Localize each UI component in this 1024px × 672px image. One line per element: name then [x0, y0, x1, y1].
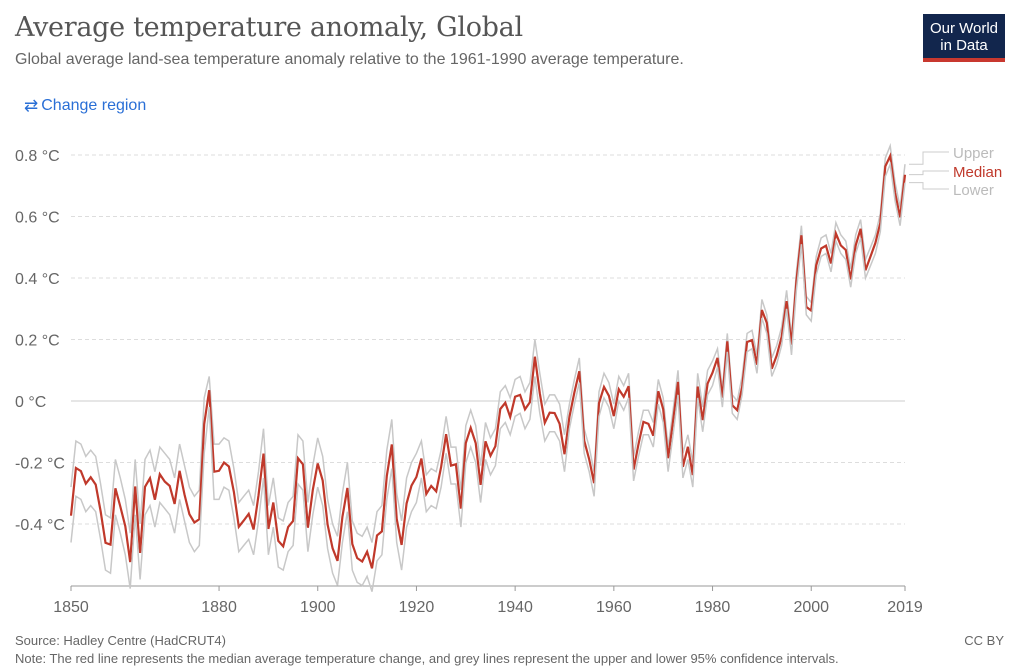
- x-tick-label: 1900: [300, 599, 336, 616]
- legend-label-lower: Lower: [953, 182, 994, 199]
- x-tick-label: 1940: [497, 599, 533, 616]
- owid-logo[interactable]: Our World in Data: [923, 14, 1005, 62]
- x-tick-label: 2000: [793, 599, 829, 616]
- note-text: Note: The red line represents the median…: [15, 651, 839, 666]
- x-tick-label: 1880: [201, 599, 237, 616]
- change-region-label: Change region: [41, 97, 147, 114]
- y-tick-label: 0 °C: [15, 394, 46, 411]
- y-tick-label: 0.6 °C: [15, 210, 60, 227]
- change-region-button[interactable]: ⇄ Change region: [24, 96, 146, 116]
- license-link[interactable]: CC BY: [964, 633, 1004, 648]
- series-line-upper: [70, 142, 906, 543]
- chart-subtitle: Global average land-sea temperature anom…: [15, 51, 684, 68]
- y-tick-label: -0.4 °C: [15, 517, 65, 534]
- series-line-lower: [70, 161, 906, 592]
- series-line-median: [69, 152, 907, 569]
- source-text: Source: Hadley Centre (HadCRUT4): [15, 633, 226, 648]
- y-tick-label: 0.8 °C: [15, 148, 60, 165]
- swap-arrows-icon: ⇄: [24, 96, 39, 115]
- y-tick-label: 0.4 °C: [15, 271, 60, 288]
- legend-label-median: Median: [953, 164, 1002, 181]
- chart-title: Average temperature anomaly, Global: [15, 12, 523, 43]
- x-tick-label: 1920: [399, 599, 435, 616]
- x-tick-label: 1980: [695, 599, 731, 616]
- x-tick-label: 1960: [596, 599, 632, 616]
- legend-label-upper: Upper: [953, 145, 994, 162]
- legend-connector: [909, 170, 949, 176]
- x-tick-label: 1850: [53, 599, 89, 616]
- legend-connector: [909, 151, 949, 165]
- y-tick-label: 0.2 °C: [15, 333, 60, 350]
- legend-connector: [909, 182, 949, 190]
- y-tick-label: -0.2 °C: [15, 456, 65, 473]
- x-tick-label: 2019: [887, 599, 923, 616]
- logo-text: Our World in Data: [929, 20, 999, 54]
